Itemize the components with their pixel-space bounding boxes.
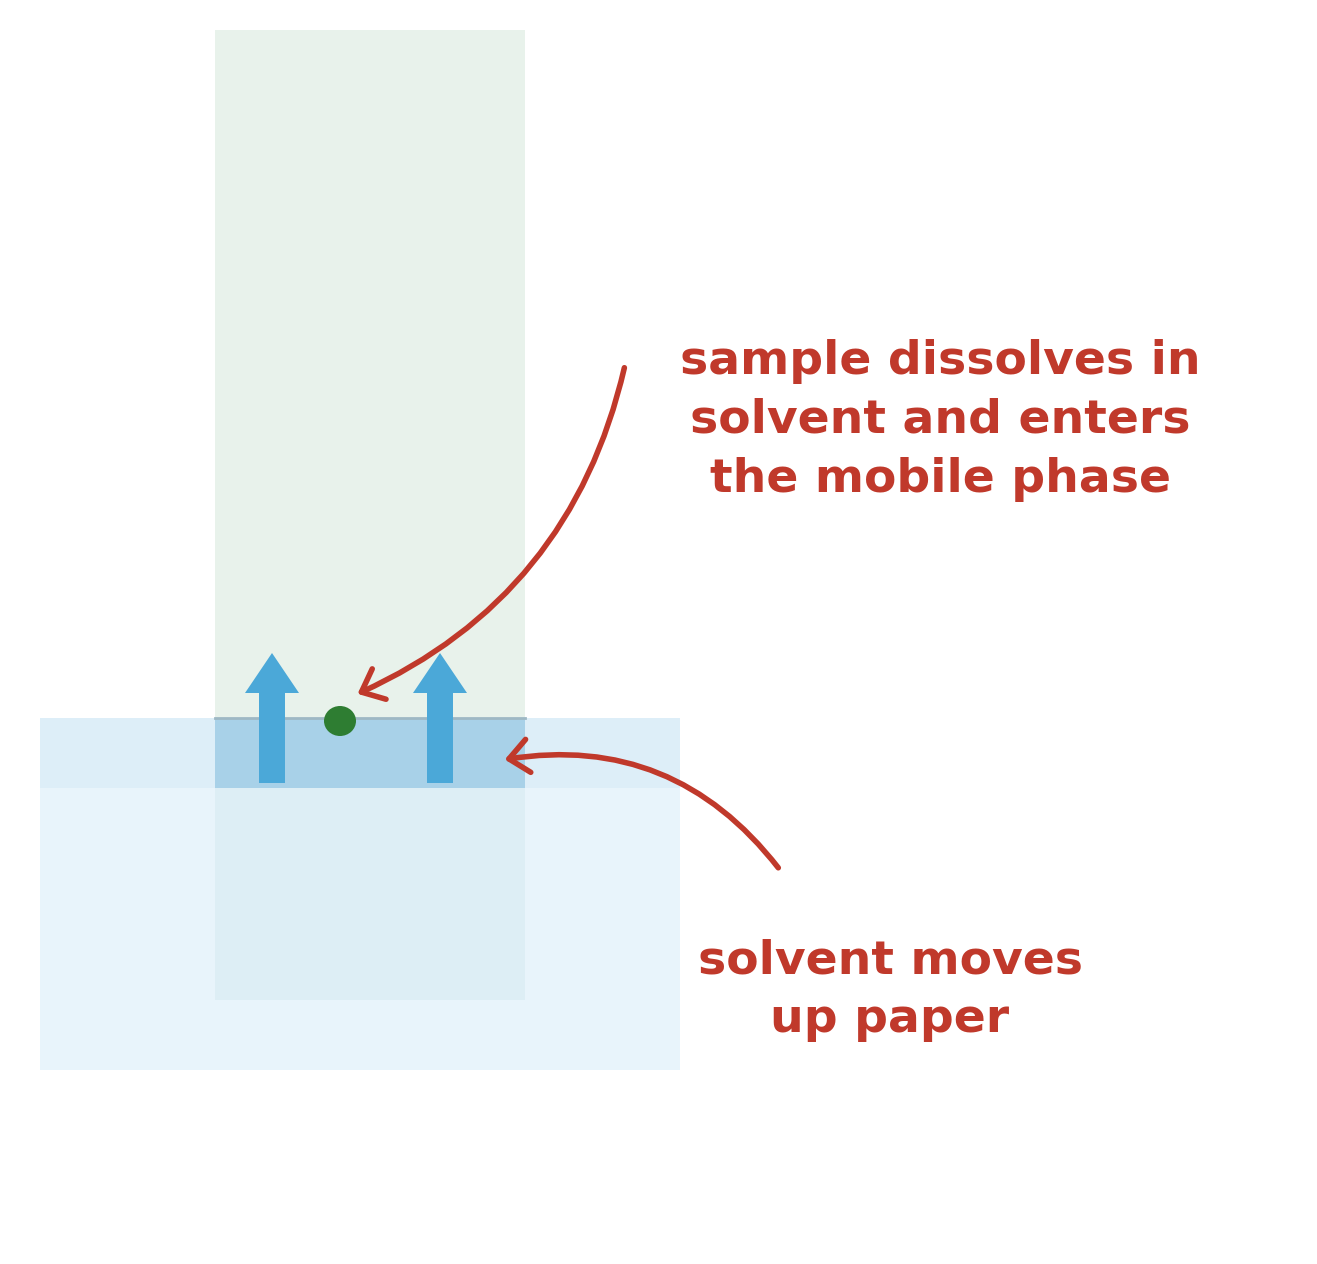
- Bar: [427, 693, 453, 782]
- Bar: [259, 693, 284, 782]
- Polygon shape: [414, 653, 468, 693]
- Text: sample dissolves in
solvent and enters
the mobile phase: sample dissolves in solvent and enters t…: [680, 339, 1200, 502]
- Bar: [215, 30, 525, 718]
- Bar: [215, 787, 525, 1000]
- Polygon shape: [245, 653, 299, 693]
- FancyArrowPatch shape: [508, 739, 778, 868]
- Bar: [40, 787, 680, 1071]
- Bar: [215, 718, 525, 787]
- Bar: [40, 718, 680, 787]
- Ellipse shape: [324, 707, 356, 736]
- Text: solvent moves
up paper: solvent moves up paper: [698, 938, 1083, 1042]
- FancyArrowPatch shape: [361, 368, 624, 699]
